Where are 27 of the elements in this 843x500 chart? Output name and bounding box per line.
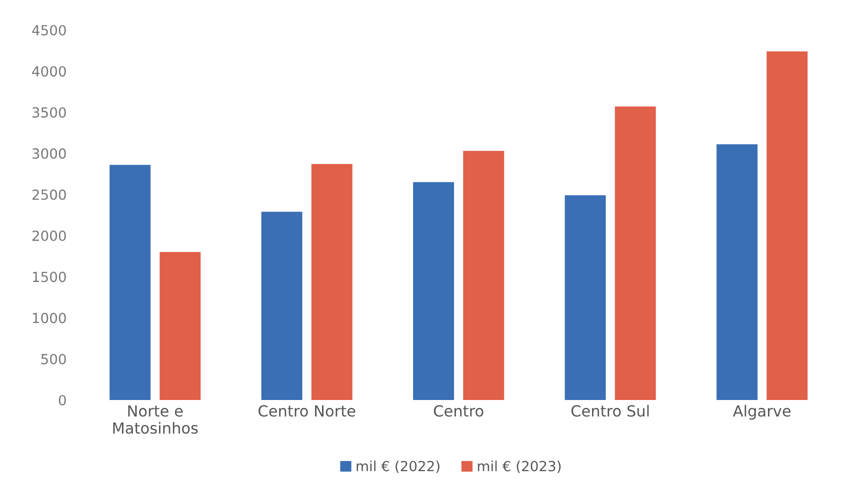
x-tick-label: Centro [434, 405, 484, 417]
bar [463, 150, 504, 400]
bar [716, 144, 758, 400]
y-tick-label: 2500 [32, 189, 66, 200]
y-tick-label: 500 [41, 354, 66, 364]
bar [766, 51, 808, 400]
bar [614, 106, 656, 400]
y-tick-label: 3500 [32, 107, 66, 118]
x-tick-label: Norte e Matosinhos [113, 405, 198, 434]
y-tick-label: 1500 [32, 272, 66, 282]
x-tick-label: Algarve [732, 404, 790, 420]
bar [311, 164, 352, 400]
y-tick-label: 2000 [32, 230, 66, 242]
y-tick-label: 0 [58, 394, 66, 406]
bar [261, 212, 302, 400]
legend-label: mil € (2022) [356, 460, 440, 473]
bar [413, 182, 454, 400]
y-tick-label: 4500 [32, 24, 66, 36]
y-tick-label: 3000 [32, 148, 66, 159]
x-tick-label: Centro Norte [258, 405, 356, 417]
x-tick-label: Centro Sul [571, 404, 649, 417]
legend-label: mil € (2023) [478, 460, 561, 473]
bar [564, 195, 606, 400]
y-tick-label: 4000 [32, 66, 66, 77]
bar [110, 164, 151, 400]
bar [160, 252, 201, 400]
y-tick-label: 1000 [32, 312, 66, 324]
